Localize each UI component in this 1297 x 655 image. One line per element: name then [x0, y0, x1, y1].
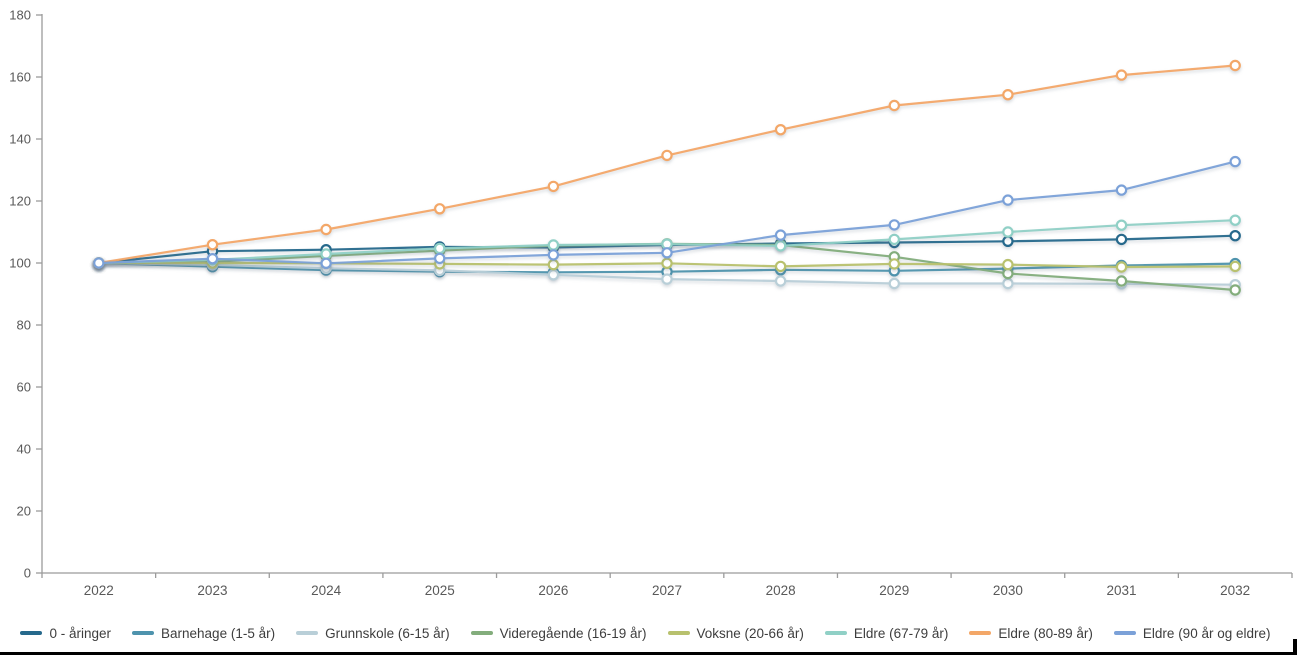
data-point — [93, 257, 105, 269]
legend-label: Grunnskole (6-15 år) — [325, 625, 450, 641]
y-tick-label: 160 — [9, 70, 31, 85]
y-tick-label: 140 — [9, 132, 31, 147]
data-point — [1115, 69, 1128, 81]
data-point — [1002, 258, 1014, 271]
data-point — [1115, 261, 1128, 273]
legend-swatch — [296, 631, 319, 635]
y-tick-label: 40 — [17, 442, 31, 457]
data-point — [888, 258, 901, 270]
data-point — [888, 219, 901, 231]
legend-label: Eldre (67-79 år) — [853, 625, 949, 641]
legend-label: 0 - åringer — [49, 625, 112, 641]
data-point — [320, 257, 332, 269]
data-point — [1115, 219, 1128, 231]
x-tick-label: 2030 — [993, 583, 1023, 598]
y-tick-label: 20 — [17, 504, 31, 519]
y-tick-label: 180 — [9, 8, 31, 23]
legend-swatch — [1113, 631, 1136, 635]
data-point — [661, 257, 673, 269]
data-point — [320, 248, 332, 260]
legend-item-Eldre (67-79 år)[interactable]: Eldre (67-79 år) — [824, 625, 949, 641]
data-point — [1002, 226, 1014, 238]
x-tick-label: 2028 — [766, 583, 796, 598]
series-Eldre (90 år og eldre) — [93, 155, 1241, 269]
legend-label: Voksne (20-66 år) — [696, 625, 804, 641]
x-tick-label: 2031 — [1107, 583, 1137, 598]
legend-swatch — [824, 631, 847, 635]
data-point — [1002, 235, 1014, 247]
legend-item-Eldre (80-89 år)[interactable]: Eldre (80-89 år) — [969, 626, 1093, 641]
legend-item-Eldre (90 år og eldre)[interactable]: Eldre (90 år og eldre) — [1113, 625, 1271, 641]
data-point — [1229, 260, 1241, 273]
x-tick-label: 2022 — [84, 583, 114, 598]
x-tick-label: 2032 — [1220, 583, 1250, 598]
data-point — [320, 223, 332, 236]
legend-swatch — [667, 631, 690, 635]
y-tick-label: 60 — [17, 380, 31, 395]
data-point — [1115, 275, 1128, 287]
legend-swatch — [470, 631, 493, 635]
data-point — [774, 123, 787, 136]
data-point — [888, 277, 901, 290]
y-tick-label: 0 — [24, 566, 31, 581]
data-point — [547, 258, 560, 271]
data-point — [1002, 277, 1014, 290]
data-point — [206, 238, 219, 251]
data-point — [1115, 233, 1128, 246]
data-point — [547, 239, 560, 251]
legend-item-0 - åringer[interactable]: 0 - åringer — [20, 626, 111, 641]
data-point — [661, 247, 673, 259]
data-point — [661, 149, 673, 162]
y-tick-label: 100 — [9, 256, 31, 271]
data-point — [1229, 59, 1241, 72]
legend-label: Barnehage (1-5 år) — [161, 625, 276, 641]
legend-item-Videregående (16-19 år)[interactable]: Videregående (16-19 år) — [470, 625, 647, 641]
data-point — [1115, 184, 1128, 196]
legend-label: Eldre (80-89 år) — [998, 625, 1093, 641]
data-point — [547, 180, 560, 193]
data-point — [661, 273, 673, 285]
data-point — [547, 249, 560, 261]
data-point — [888, 99, 901, 112]
data-point — [774, 229, 787, 241]
legend: 0 - åringer Barnehage (1-5 år) Grunnskole … — [0, 620, 1291, 646]
series-Eldre (80-89 år) — [93, 59, 1241, 269]
x-tick-label: 2025 — [425, 583, 455, 598]
x-tick-label: 2026 — [538, 583, 568, 598]
legend-item-Barnehage (1-5 år)[interactable]: Barnehage (1-5 år) — [132, 626, 275, 641]
x-tick-label: 2024 — [311, 583, 342, 598]
data-point — [434, 252, 446, 265]
data-point — [1229, 229, 1241, 242]
data-point — [1002, 88, 1014, 101]
data-point — [1229, 155, 1241, 168]
data-point — [774, 260, 787, 273]
population-index-line-chart: 0 20 40 60 80 100 120 140 160 180 2022 2023 2024 2025… — [9, 8, 1293, 598]
series-line — [97, 64, 1237, 265]
data-point — [1002, 194, 1014, 206]
x-tick-label: 2023 — [197, 583, 227, 598]
y-tick-label: 120 — [9, 194, 31, 209]
data-point — [774, 240, 787, 252]
data-point — [547, 269, 560, 281]
legend-label: Eldre (90 år og eldre) — [1142, 625, 1271, 641]
legend-swatch — [20, 631, 43, 635]
data-point — [888, 233, 901, 246]
legend-swatch — [132, 631, 155, 635]
data-point — [1229, 284, 1241, 296]
legend-item-Grunnskole (6-15 år)[interactable]: Grunnskole (6-15 år) — [296, 626, 450, 641]
x-tick-label: 2029 — [879, 583, 909, 598]
data-point — [206, 253, 219, 265]
x-tick-label: 2027 — [652, 583, 682, 598]
frame-corner-mark — [1293, 639, 1297, 652]
data-point — [434, 242, 446, 255]
y-tick-label: 80 — [17, 318, 31, 333]
legend-swatch — [969, 631, 992, 635]
legend-label: Videregående (16-19 år) — [499, 625, 647, 641]
data-point — [1229, 214, 1241, 226]
data-point — [774, 275, 787, 287]
data-point — [434, 203, 446, 215]
legend-item-Voksne (20-66 år)[interactable]: Voksne (20-66 år) — [667, 625, 804, 641]
